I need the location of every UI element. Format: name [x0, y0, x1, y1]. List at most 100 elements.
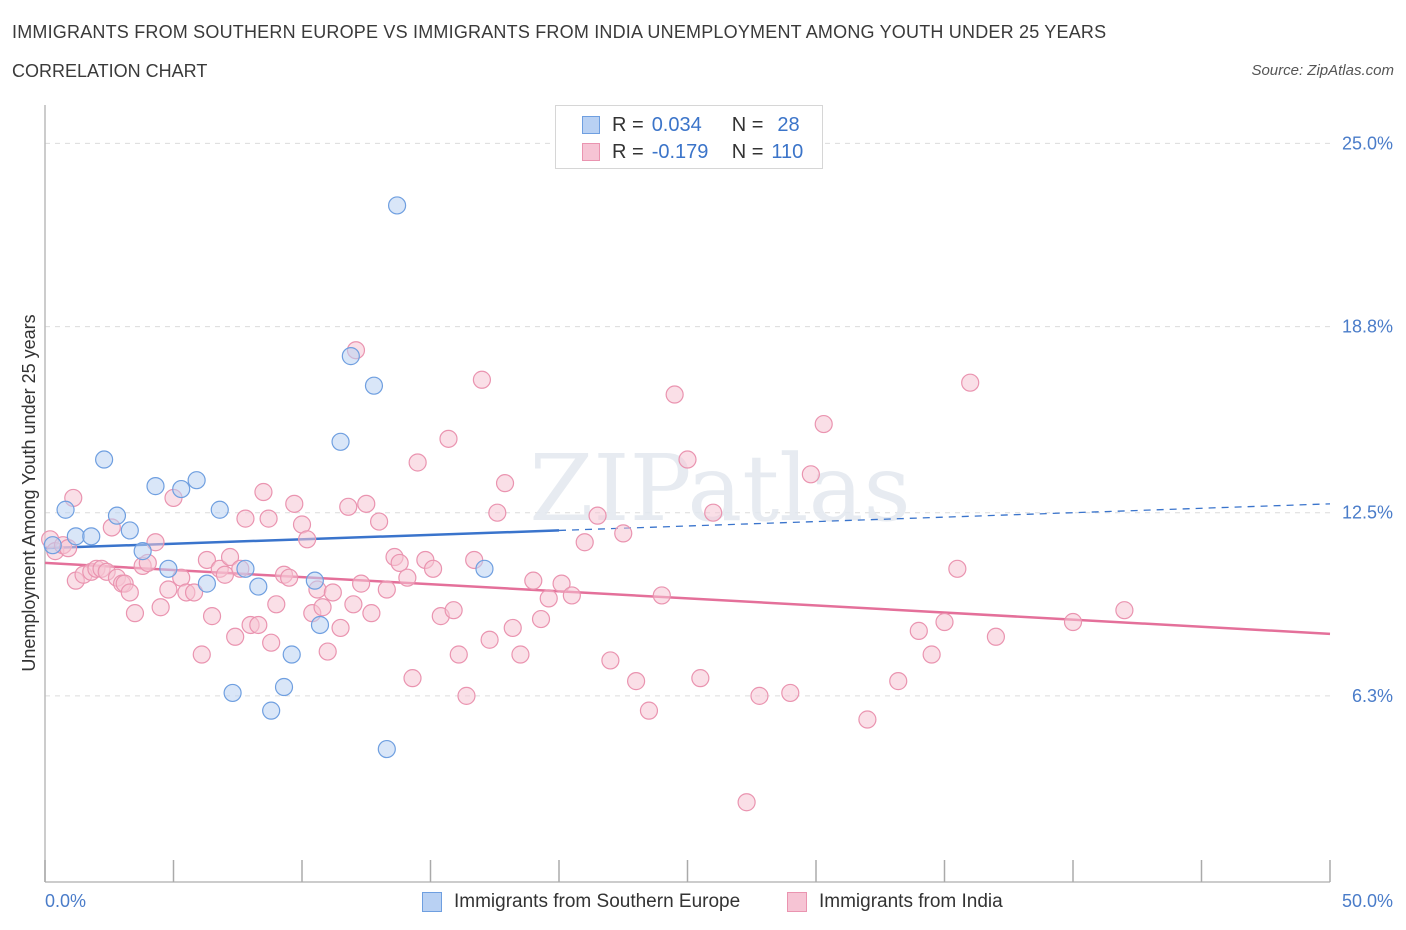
point-india	[254, 482, 273, 502]
bottom-legend-southern-europe: Immigrants from Southern Europe	[422, 889, 740, 915]
point-southern-europe	[249, 577, 268, 596]
legend-n-value: 110	[771, 140, 804, 163]
point-india	[344, 595, 363, 614]
point-india	[192, 645, 211, 664]
point-india	[750, 686, 769, 705]
point-india	[352, 574, 371, 593]
point-india	[531, 609, 551, 629]
y-tick-label: 6.3%	[1352, 686, 1393, 706]
point-india	[511, 645, 530, 664]
point-southern-europe	[210, 500, 229, 519]
y-axis-label: Unemployment Among Youth under 25 years	[19, 314, 39, 671]
point-southern-europe	[387, 196, 407, 215]
chart-subtitle: CORRELATION CHART	[12, 61, 208, 81]
legend-r-label: R =	[612, 140, 644, 163]
point-india	[562, 586, 581, 605]
point-southern-europe	[159, 559, 178, 578]
point-india	[236, 509, 255, 528]
point-india	[480, 630, 499, 649]
y-tick-label: 18.8%	[1342, 317, 1393, 337]
point-india	[146, 533, 165, 552]
point-india	[575, 533, 594, 552]
point-india	[678, 450, 697, 469]
point-southern-europe	[282, 645, 301, 664]
point-india	[961, 373, 980, 392]
correlation-legend: R = 0.034 N = 28 R = -0.179 N = 110	[555, 105, 823, 169]
point-india	[408, 453, 427, 472]
point-india	[267, 595, 286, 614]
point-southern-europe	[331, 432, 350, 451]
legend-n-label: N =	[731, 140, 764, 163]
point-india	[151, 598, 170, 617]
point-india	[801, 465, 820, 484]
chart-title: IMMIGRANTS FROM SOUTHERN EUROPE VS IMMIG…	[12, 22, 1107, 42]
point-india	[339, 497, 358, 516]
axis-labels: Unemployment Among Youth under 25 years …	[19, 133, 1393, 911]
data-points	[41, 196, 1134, 812]
legend-r-value: 0.034	[651, 113, 702, 136]
point-southern-europe	[364, 376, 384, 395]
point-india	[449, 645, 468, 664]
point-southern-europe	[236, 559, 255, 578]
point-india	[488, 503, 507, 522]
point-india	[781, 683, 800, 703]
point-southern-europe	[377, 739, 396, 759]
point-southern-europe	[262, 701, 281, 720]
point-india	[495, 474, 515, 493]
point-india	[691, 669, 710, 688]
point-india	[362, 604, 381, 623]
point-india	[1115, 601, 1134, 620]
point-india	[814, 414, 833, 434]
point-southern-europe	[66, 527, 85, 546]
point-india	[626, 672, 646, 691]
point-india	[665, 385, 684, 404]
point-india	[120, 583, 139, 602]
point-india	[226, 627, 245, 646]
point-india	[215, 565, 234, 584]
point-india	[1063, 612, 1083, 632]
legend-swatch-pink	[582, 143, 600, 161]
point-southern-europe	[310, 615, 330, 635]
point-india	[922, 645, 941, 664]
point-india	[552, 574, 571, 593]
legend-row-southern-europe: R = 0.034 N = 28	[582, 112, 800, 138]
legend-n-value: 28	[777, 113, 800, 136]
point-india	[184, 583, 204, 602]
point-southern-europe	[120, 521, 139, 540]
point-southern-europe	[56, 500, 75, 519]
point-india	[125, 604, 145, 623]
watermark: ZIPatlas	[529, 435, 910, 542]
point-southern-europe	[341, 347, 360, 366]
point-southern-europe	[223, 683, 242, 703]
point-india	[889, 672, 908, 691]
point-india	[986, 627, 1006, 646]
y-tick-label: 25.0%	[1342, 133, 1393, 153]
point-southern-europe	[172, 479, 191, 499]
x-tick-label: 0.0%	[45, 891, 86, 911]
point-southern-europe	[187, 471, 206, 490]
point-southern-europe	[95, 450, 114, 469]
point-india	[398, 568, 417, 587]
point-southern-europe	[305, 571, 324, 590]
x-tick-label: 50.0%	[1342, 891, 1393, 911]
point-india	[285, 494, 304, 513]
point-southern-europe	[107, 506, 127, 525]
point-southern-europe	[82, 527, 101, 546]
trend-line-southern-europe-dashed	[558, 503, 1331, 532]
y-tick-label: 12.5%	[1342, 503, 1393, 523]
point-india	[601, 651, 620, 670]
point-india	[935, 612, 954, 632]
point-southern-europe	[197, 574, 217, 593]
point-india	[652, 586, 671, 605]
legend-label-india: Immigrants from India	[819, 891, 1003, 912]
point-india	[737, 793, 756, 812]
point-southern-europe	[43, 536, 62, 555]
point-india	[197, 550, 217, 570]
point-india	[313, 598, 332, 617]
point-india	[390, 553, 409, 573]
legend-swatch-pink	[787, 892, 807, 912]
point-india	[403, 669, 422, 688]
point-india	[948, 559, 967, 578]
point-india	[539, 589, 558, 608]
legend-r-label: R =	[612, 113, 644, 136]
